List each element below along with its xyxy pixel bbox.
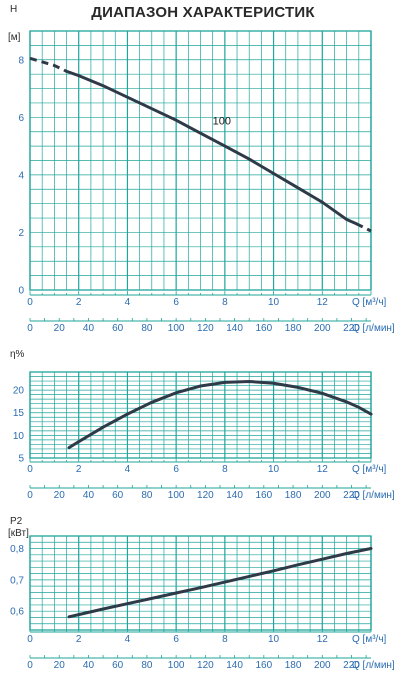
x-tick-label-l: 120 [197,490,214,501]
x-axis-label-l: Q [л/мин] [352,660,395,671]
x-tick-label-q: 8 [222,634,228,645]
x-axis-label-q: Q [м³/ч] [352,634,387,645]
x-tick-label-q: 10 [268,464,280,475]
y-tick-label: 8 [18,55,24,66]
y-tick-label: 10 [13,431,25,442]
y-tick-label: 2 [18,228,24,239]
y-tick-label: 5 [18,454,24,465]
x-tick-label-l: 0 [27,660,33,671]
x-tick-label-q: 2 [76,297,82,308]
x-tick-label-q: 10 [268,634,280,645]
x-tick-label-l: 80 [141,323,153,334]
performance-curve [67,547,373,619]
x-tick-label-l: 160 [255,323,272,334]
x-tick-label-q: 0 [27,464,33,475]
x-axis-label-l: Q [л/мин] [352,490,395,501]
y-tick-label: 20 [13,386,25,397]
x-tick-label-q: 6 [173,297,179,308]
x-axis-label-q: Q [м³/ч] [352,464,387,475]
x-tick-label-l: 40 [83,323,95,334]
y-axis-unit: [м] [8,32,21,43]
x-tick-label-l: 40 [83,490,95,501]
x-tick-label-l: 20 [54,490,66,501]
x-tick-label-l: 180 [285,490,302,501]
x-tick-label-l: 100 [168,490,185,501]
x-tick-label-l: 20 [54,660,66,671]
performance-curve [65,69,358,226]
y-tick-label: 6 [18,113,24,124]
x-tick-label-l: 200 [314,323,331,334]
x-tick-label-l: 200 [314,490,331,501]
x-tick-label-l: 180 [285,323,302,334]
x-tick-label-l: 80 [141,490,153,501]
curve-label: 100 [213,116,231,128]
x-tick-label-q: 10 [268,297,280,308]
x-tick-label-q: 4 [125,297,131,308]
x-tick-label-q: 4 [125,464,131,475]
x-tick-label-l: 100 [168,323,185,334]
y-axis-label: η% [10,349,25,360]
x-tick-label-q: 4 [125,634,131,645]
x-tick-label-l: 40 [83,660,95,671]
x-tick-label-q: 2 [76,464,82,475]
x-tick-label-q: 8 [222,464,228,475]
plot-frame [29,30,372,291]
x-axis-label-l: Q [л/мин] [352,323,395,334]
x-tick-label-l: 220 [343,323,360,334]
x-tick-label-l: 220 [343,490,360,501]
y-tick-label: 0,6 [10,607,24,618]
x-tick-label-l: 60 [112,660,124,671]
x-tick-label-l: 0 [27,490,33,501]
y-tick-label: 0,7 [10,575,24,586]
x-tick-label-l: 140 [226,490,243,501]
performance-curve-dashed [355,222,372,233]
x-tick-label-l: 160 [255,660,272,671]
y-axis-unit: [кВт] [8,528,29,539]
x-tick-label-l: 120 [197,323,214,334]
x-tick-label-l: 220 [343,660,360,671]
x-tick-label-l: 80 [141,660,153,671]
x-tick-label-q: 12 [317,464,329,475]
x-tick-label-l: 200 [314,660,331,671]
x-tick-label-q: 2 [76,634,82,645]
y-tick-label: 0,8 [10,544,24,555]
y-tick-label: 0 [18,286,24,297]
chart-title: ДИАПАЗОН ХАРАКТЕРИСТИК [91,4,315,21]
performance-curve-dashed [29,56,68,73]
x-tick-label-l: 140 [226,660,243,671]
x-tick-label-l: 160 [255,490,272,501]
y-axis-label: H [10,4,17,15]
x-tick-label-l: 140 [226,323,243,334]
x-axis-label-q: Q [м³/ч] [352,297,387,308]
x-tick-label-l: 120 [197,660,214,671]
x-tick-label-q: 12 [317,634,329,645]
x-tick-label-q: 12 [317,297,329,308]
x-tick-label-q: 0 [27,634,33,645]
y-tick-label: 4 [18,170,24,181]
x-tick-label-q: 0 [27,297,33,308]
x-tick-label-l: 60 [112,490,124,501]
x-tick-label-l: 0 [27,323,33,334]
performance-curve [67,379,373,450]
x-tick-label-l: 20 [54,323,66,334]
x-tick-label-q: 8 [222,297,228,308]
x-tick-label-l: 100 [168,660,185,671]
y-axis-label: P2 [10,516,23,527]
x-tick-label-q: 6 [173,634,179,645]
x-tick-label-q: 6 [173,464,179,475]
y-tick-label: 15 [13,408,25,419]
x-tick-label-l: 180 [285,660,302,671]
x-tick-label-l: 60 [112,323,124,334]
